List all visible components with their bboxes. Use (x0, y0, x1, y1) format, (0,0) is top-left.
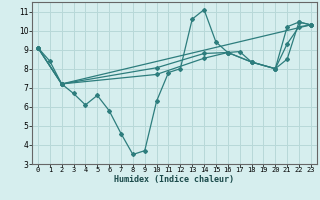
X-axis label: Humidex (Indice chaleur): Humidex (Indice chaleur) (115, 175, 234, 184)
